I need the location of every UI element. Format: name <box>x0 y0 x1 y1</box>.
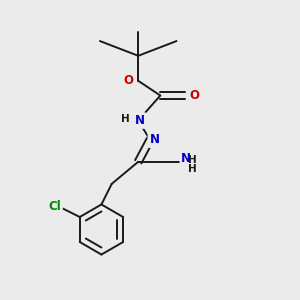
Text: N: N <box>149 133 159 146</box>
Text: H: H <box>121 114 129 124</box>
Text: H: H <box>188 155 197 165</box>
Text: H: H <box>188 164 197 174</box>
Text: O: O <box>123 74 133 87</box>
Text: O: O <box>189 89 199 102</box>
Text: Cl: Cl <box>48 200 61 213</box>
Text: N: N <box>181 152 191 165</box>
Text: N: N <box>135 114 145 127</box>
